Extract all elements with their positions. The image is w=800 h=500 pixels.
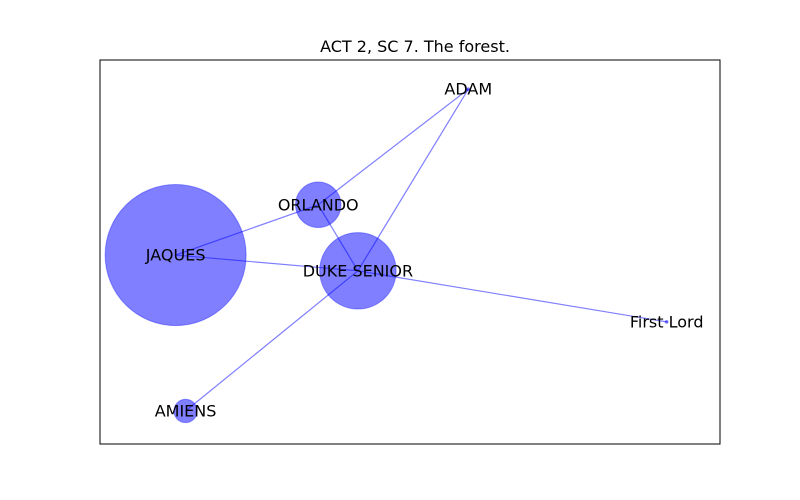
node-orlando bbox=[295, 181, 342, 228]
node-label-first-lord: First Lord bbox=[630, 312, 704, 331]
nodes-layer bbox=[104, 87, 669, 424]
node-amiens bbox=[173, 398, 198, 424]
node-label-orlando: ORLANDO bbox=[278, 195, 359, 214]
chart-title: ACT 2, SC 7. The forest. bbox=[320, 37, 510, 56]
node-label-amiens: AMIENS bbox=[155, 401, 217, 420]
node-label-adam: ADAM bbox=[444, 80, 492, 99]
node-first-lord bbox=[664, 319, 669, 324]
labels-layer: ADAM ORLANDO JAQUES DUKE SENIOR First Lord AM… bbox=[145, 80, 704, 421]
node-label-duke-senior: DUKE SENIOR bbox=[303, 261, 413, 280]
edge-duke-senior-first-lord bbox=[357, 270, 667, 323]
edge-adam-orlando bbox=[317, 88, 469, 206]
edges-layer bbox=[175, 88, 667, 412]
node-duke-senior bbox=[319, 232, 397, 310]
plot-frame bbox=[99, 59, 721, 445]
node-jaques bbox=[104, 184, 247, 327]
node-adam bbox=[466, 87, 471, 92]
node-label-jaques: JAQUES bbox=[145, 246, 206, 265]
